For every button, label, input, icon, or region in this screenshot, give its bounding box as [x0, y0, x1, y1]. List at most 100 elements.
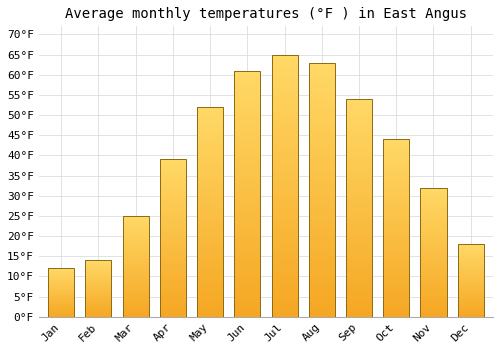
Polygon shape: [234, 268, 260, 273]
Polygon shape: [383, 164, 409, 168]
Polygon shape: [308, 205, 335, 210]
Polygon shape: [308, 240, 335, 246]
Polygon shape: [308, 83, 335, 88]
Polygon shape: [420, 270, 446, 273]
Polygon shape: [308, 312, 335, 317]
Polygon shape: [122, 242, 148, 244]
Polygon shape: [160, 244, 186, 247]
Polygon shape: [272, 312, 297, 317]
Polygon shape: [308, 149, 335, 154]
Polygon shape: [86, 299, 112, 300]
Polygon shape: [48, 289, 74, 290]
Polygon shape: [234, 159, 260, 164]
Polygon shape: [160, 263, 186, 266]
Polygon shape: [197, 111, 223, 116]
Polygon shape: [86, 307, 112, 308]
Polygon shape: [160, 188, 186, 191]
Polygon shape: [420, 203, 446, 206]
Polygon shape: [272, 170, 297, 175]
Polygon shape: [122, 309, 148, 311]
Polygon shape: [458, 266, 483, 267]
Polygon shape: [86, 266, 112, 267]
Polygon shape: [234, 273, 260, 278]
Polygon shape: [420, 309, 446, 312]
Polygon shape: [420, 252, 446, 255]
Polygon shape: [458, 254, 483, 256]
Polygon shape: [346, 160, 372, 164]
Polygon shape: [308, 93, 335, 98]
Polygon shape: [383, 186, 409, 189]
Polygon shape: [86, 287, 112, 288]
Polygon shape: [308, 78, 335, 83]
Polygon shape: [458, 250, 483, 251]
Polygon shape: [420, 262, 446, 265]
Polygon shape: [272, 139, 297, 144]
Polygon shape: [160, 166, 186, 169]
Polygon shape: [197, 287, 223, 292]
Polygon shape: [197, 308, 223, 313]
Polygon shape: [160, 257, 186, 260]
Polygon shape: [122, 293, 148, 295]
Polygon shape: [346, 265, 372, 269]
Polygon shape: [420, 260, 446, 262]
Polygon shape: [86, 262, 112, 264]
Polygon shape: [308, 180, 335, 184]
Polygon shape: [272, 60, 297, 65]
Polygon shape: [346, 225, 372, 230]
Polygon shape: [458, 308, 483, 309]
Polygon shape: [346, 230, 372, 234]
Polygon shape: [48, 271, 74, 272]
Polygon shape: [458, 270, 483, 272]
Polygon shape: [197, 191, 223, 195]
Polygon shape: [86, 293, 112, 294]
Polygon shape: [197, 212, 223, 216]
Polygon shape: [383, 232, 409, 235]
Polygon shape: [420, 239, 446, 242]
Polygon shape: [346, 142, 372, 147]
Polygon shape: [48, 290, 74, 292]
Polygon shape: [197, 250, 223, 254]
Polygon shape: [308, 281, 335, 286]
Polygon shape: [48, 287, 74, 288]
Polygon shape: [272, 81, 297, 86]
Polygon shape: [234, 214, 260, 218]
Polygon shape: [160, 260, 186, 263]
Polygon shape: [383, 175, 409, 178]
Polygon shape: [234, 228, 260, 233]
Polygon shape: [458, 279, 483, 280]
Polygon shape: [383, 246, 409, 249]
Polygon shape: [420, 211, 446, 213]
Polygon shape: [420, 208, 446, 211]
Polygon shape: [234, 209, 260, 214]
Polygon shape: [122, 282, 148, 285]
Polygon shape: [272, 285, 297, 290]
Polygon shape: [346, 286, 372, 290]
Polygon shape: [160, 298, 186, 301]
Polygon shape: [197, 132, 223, 137]
Polygon shape: [122, 234, 148, 236]
Polygon shape: [420, 273, 446, 275]
Polygon shape: [160, 203, 186, 206]
Polygon shape: [458, 278, 483, 279]
Polygon shape: [420, 281, 446, 283]
Polygon shape: [48, 282, 74, 283]
Polygon shape: [86, 306, 112, 307]
Polygon shape: [48, 281, 74, 282]
Polygon shape: [160, 307, 186, 310]
Polygon shape: [48, 268, 74, 270]
Polygon shape: [458, 259, 483, 260]
Polygon shape: [86, 300, 112, 301]
Polygon shape: [272, 144, 297, 149]
Polygon shape: [122, 297, 148, 299]
Polygon shape: [197, 216, 223, 220]
Polygon shape: [272, 112, 297, 118]
Polygon shape: [458, 288, 483, 289]
Polygon shape: [160, 251, 186, 254]
Polygon shape: [346, 190, 372, 195]
Polygon shape: [308, 251, 335, 256]
Polygon shape: [346, 217, 372, 221]
Polygon shape: [458, 304, 483, 305]
Polygon shape: [383, 274, 409, 278]
Polygon shape: [86, 271, 112, 272]
Polygon shape: [234, 233, 260, 238]
